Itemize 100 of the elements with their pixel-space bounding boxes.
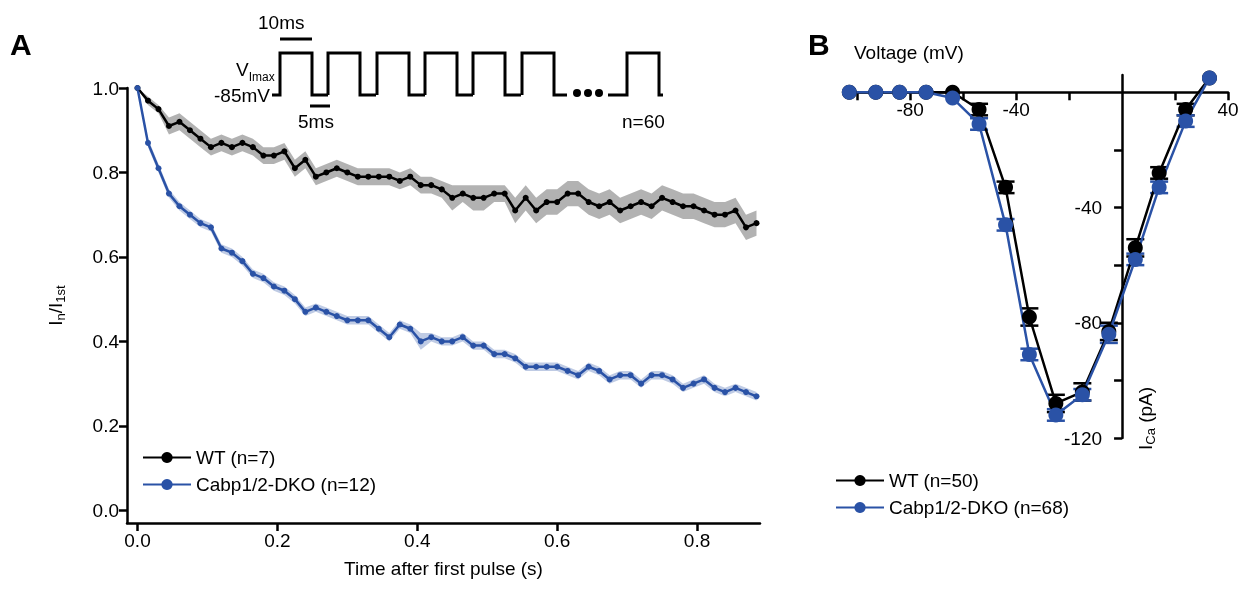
point	[722, 211, 729, 218]
point	[249, 144, 256, 151]
legend-label: Cabp1/2-DKO (n=68)	[889, 497, 1070, 518]
point	[407, 173, 414, 180]
point	[354, 317, 361, 324]
point	[659, 372, 666, 379]
point	[449, 338, 456, 345]
point	[375, 173, 382, 180]
y-axis-title: ICa (pA)	[1135, 386, 1159, 450]
point	[617, 207, 624, 214]
point	[575, 372, 582, 379]
point	[396, 321, 403, 328]
point	[743, 389, 750, 396]
point	[585, 363, 592, 370]
point	[732, 384, 739, 391]
point	[270, 283, 277, 290]
point	[354, 173, 361, 180]
point	[491, 190, 498, 197]
point	[501, 190, 508, 197]
text: 10ms	[258, 12, 305, 33]
x-tick-label: -80	[896, 99, 924, 121]
point	[155, 106, 162, 113]
point	[302, 156, 309, 163]
point	[365, 173, 372, 180]
point	[365, 317, 372, 324]
annotation: n=60	[622, 111, 665, 132]
point	[228, 249, 235, 256]
point	[543, 363, 550, 370]
point	[512, 207, 519, 214]
point	[554, 199, 561, 206]
point	[606, 199, 613, 206]
annotation: -85mV	[214, 85, 270, 106]
point	[333, 313, 340, 320]
point	[428, 334, 435, 341]
point	[669, 376, 676, 383]
point	[438, 186, 445, 193]
point	[522, 194, 529, 201]
legend-label: WT (n=7)	[196, 447, 276, 468]
point	[722, 389, 729, 396]
point	[627, 203, 634, 210]
point	[533, 207, 540, 214]
point	[680, 384, 687, 391]
point	[554, 363, 561, 370]
point	[438, 338, 445, 345]
point	[617, 372, 624, 379]
point	[207, 224, 214, 231]
point	[596, 203, 603, 210]
y-tick-label: -80	[1074, 312, 1103, 334]
point	[564, 367, 571, 374]
point	[690, 203, 697, 210]
y-tick-label: -120	[1064, 427, 1103, 449]
point	[711, 384, 718, 391]
text: A	[10, 28, 32, 61]
point	[239, 258, 246, 265]
point	[701, 376, 708, 383]
x-tick-label: 0.0	[124, 530, 151, 551]
text: B	[808, 28, 830, 61]
point	[386, 334, 393, 341]
point	[291, 296, 298, 303]
point	[680, 203, 687, 210]
y-tick-label: 1.0	[92, 77, 119, 99]
point	[596, 367, 603, 374]
point	[417, 338, 424, 345]
point	[323, 308, 330, 315]
point	[470, 342, 477, 349]
point	[512, 355, 519, 362]
point	[701, 207, 708, 214]
point	[753, 393, 760, 400]
point	[312, 304, 319, 311]
point	[396, 177, 403, 184]
point	[239, 139, 246, 146]
point	[144, 97, 151, 104]
point	[564, 190, 571, 197]
point	[144, 139, 151, 146]
y-tick-label: 0.8	[92, 161, 119, 183]
y-tick-label: 0.0	[92, 499, 119, 521]
x-tick-label: -40	[1002, 99, 1030, 121]
x-axis-title: Time after first pulse (s)	[344, 558, 543, 579]
point	[197, 135, 204, 142]
point	[585, 199, 592, 206]
point	[470, 194, 477, 201]
point	[648, 372, 655, 379]
point	[270, 152, 277, 159]
point	[291, 165, 298, 172]
point	[945, 90, 961, 106]
point	[249, 270, 256, 277]
point	[218, 139, 225, 146]
point	[176, 118, 183, 125]
point	[606, 376, 613, 383]
point	[501, 351, 508, 358]
point	[333, 165, 340, 172]
point	[312, 173, 319, 180]
point	[260, 152, 267, 159]
legend-label: WT (n=50)	[889, 470, 979, 491]
point	[732, 207, 739, 214]
point	[575, 190, 582, 197]
point	[228, 144, 235, 151]
point	[480, 342, 487, 349]
legend-label: Cabp1/2-DKO (n=12)	[196, 474, 377, 495]
point	[449, 194, 456, 201]
